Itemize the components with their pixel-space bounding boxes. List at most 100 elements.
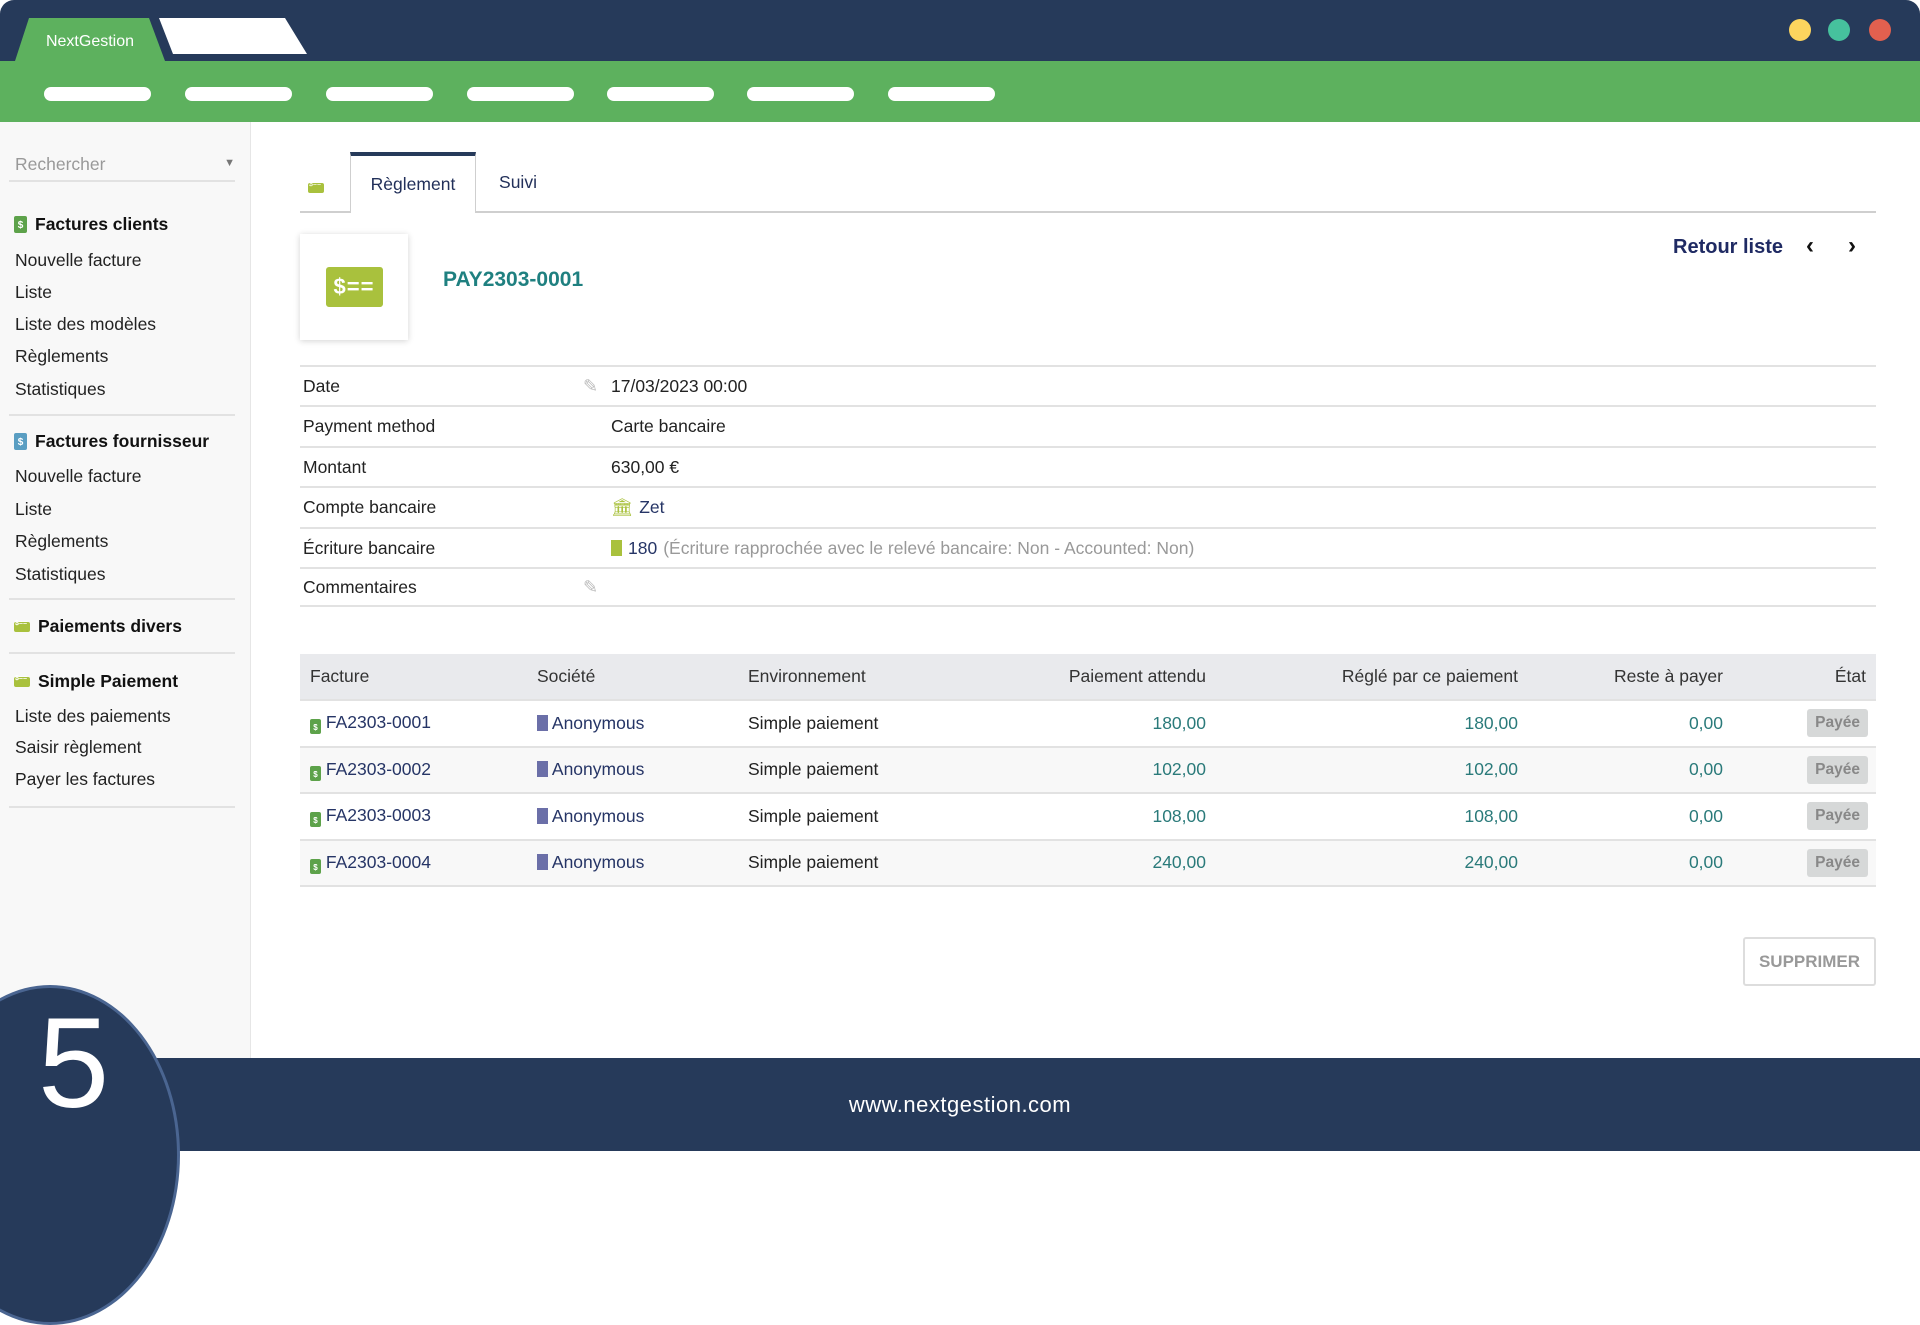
col-etat[interactable]: État: [1733, 654, 1876, 700]
footer-url: www.nextgestion.com: [848, 1091, 1072, 1117]
bank-entry-link[interactable]: 180: [628, 537, 658, 558]
cell-environnement: Simple paiement: [738, 838, 958, 887]
divider: [9, 806, 235, 808]
col-facture[interactable]: Facture: [300, 654, 527, 700]
cell-etat: Payée: [1733, 699, 1876, 747]
nav-item[interactable]: [747, 87, 854, 101]
col-regle[interactable]: Réglé par ce paiement: [1216, 654, 1528, 700]
detail-row-commentaires: Commentaires ✎: [300, 567, 1876, 607]
status-badge: Payée: [1807, 802, 1868, 831]
company-link[interactable]: Anonymous: [551, 712, 645, 733]
sidebar-heading-paiements-divers[interactable]: Paiements divers: [14, 616, 182, 637]
invoice-link[interactable]: FA2303-0003: [325, 805, 431, 826]
chevron-down-icon[interactable]: ▼: [224, 157, 235, 169]
col-environnement[interactable]: Environnement: [738, 654, 958, 700]
previous-icon[interactable]: ‹: [1806, 232, 1814, 259]
invoice-link[interactable]: FA2303-0004: [325, 851, 431, 872]
cell-reste: 0,00: [1528, 838, 1733, 887]
tab-reglement[interactable]: Règlement: [350, 152, 476, 213]
sidebar-item[interactable]: Statistiques: [15, 564, 106, 584]
building-icon: [537, 854, 548, 871]
nav-item[interactable]: [888, 87, 995, 101]
bank-icon: 🏛: [611, 496, 634, 517]
nav-bar: [0, 61, 1920, 122]
detail-row-date: Date ✎ 17/03/2023 00:00: [300, 365, 1876, 405]
close-dot[interactable]: [1869, 19, 1891, 41]
nav-item[interactable]: [185, 87, 292, 101]
building-icon: [537, 714, 548, 731]
nav-item[interactable]: [326, 87, 433, 101]
sidebar-heading-simple-paiement[interactable]: Simple Paiement: [14, 671, 178, 692]
col-societe[interactable]: Société: [527, 654, 738, 700]
cell-regle: 180,00: [1216, 699, 1528, 747]
company-link[interactable]: Anonymous: [551, 852, 645, 873]
next-icon[interactable]: ›: [1848, 232, 1856, 259]
sidebar-heading-factures-fournisseur[interactable]: $ Factures fournisseur: [14, 431, 209, 452]
search-placeholder: Rechercher: [15, 154, 106, 174]
table-row: $ FA2303-0001 Anonymous Simple paiement …: [300, 699, 1876, 747]
col-reste[interactable]: Reste à payer: [1528, 654, 1733, 700]
heading-label: Factures fournisseur: [35, 431, 210, 451]
detail-label: Écriture bancaire: [303, 537, 436, 558]
detail-row-ecriture: Écriture bancaire 180 (Écriture rapproché…: [300, 527, 1876, 567]
sidebar-item[interactable]: Payer les factures: [15, 769, 156, 789]
invoice-icon: $: [310, 812, 321, 828]
nav-item[interactable]: [607, 87, 714, 101]
cell-etat: Payée: [1733, 838, 1876, 887]
detail-value: Carte bancaire: [611, 415, 726, 436]
heading-label: Paiements divers: [38, 616, 182, 636]
invoice-link[interactable]: FA2303-0001: [325, 712, 431, 733]
company-link[interactable]: Anonymous: [551, 759, 645, 780]
footer: www.nextgestion.com: [0, 1058, 1920, 1151]
receipt-icon: [611, 540, 622, 556]
tab-suivi[interactable]: Suivi: [499, 171, 537, 192]
sidebar-item[interactable]: Saisir règlement: [15, 737, 142, 757]
payment-ref: PAY2303-0001: [443, 268, 584, 291]
sidebar-item[interactable]: Liste des modèles: [15, 314, 157, 334]
pencil-icon[interactable]: ✎: [583, 576, 599, 597]
cell-reste: 0,00: [1528, 745, 1733, 793]
nav-item[interactable]: [467, 87, 574, 101]
sidebar-item[interactable]: Règlements: [15, 531, 109, 551]
maximize-dot[interactable]: [1828, 19, 1850, 41]
sidebar-item[interactable]: Nouvelle facture: [15, 250, 142, 270]
cell-etat: Payée: [1733, 792, 1876, 840]
col-paiement-attendu[interactable]: Paiement attendu: [958, 654, 1216, 700]
cell-facture: $ FA2303-0001: [300, 699, 527, 747]
sidebar-heading-factures-clients[interactable]: $ Factures clients: [14, 214, 168, 235]
company-link[interactable]: Anonymous: [551, 805, 645, 826]
new-tab[interactable]: [159, 18, 307, 54]
window-titlebar: [0, 0, 1920, 61]
detail-row-compte: Compte bancaire 🏛 Zet: [300, 486, 1876, 526]
sidebar-item[interactable]: Liste: [15, 282, 52, 302]
sidebar-item[interactable]: Statistiques: [15, 379, 106, 399]
cell-environnement: Simple paiement: [738, 699, 958, 747]
cell-reste: 0,00: [1528, 792, 1733, 840]
sidebar-item[interactable]: Liste: [15, 499, 52, 519]
cell-reste: 0,00: [1528, 699, 1733, 747]
invoice-icon: $: [310, 765, 321, 781]
delete-button[interactable]: SUPPRIMER: [1743, 937, 1876, 986]
cell-paiement-attendu: 108,00: [958, 792, 1216, 840]
back-to-list-link[interactable]: Retour liste: [1673, 236, 1784, 258]
sidebar-item[interactable]: Règlements: [15, 346, 109, 366]
minimize-dot[interactable]: [1789, 19, 1811, 41]
sidebar-item[interactable]: Liste des paiements: [15, 706, 171, 726]
invoice-link[interactable]: FA2303-0002: [325, 758, 431, 779]
app-tab[interactable]: NextGestion: [15, 18, 165, 61]
cell-etat: Payée: [1733, 745, 1876, 793]
search-input[interactable]: Rechercher ▼: [15, 154, 235, 175]
detail-label: Compte bancaire: [303, 496, 437, 517]
cell-paiement-attendu: 240,00: [958, 838, 1216, 887]
pencil-icon[interactable]: ✎: [583, 375, 599, 396]
invoice-icon: $: [14, 216, 27, 233]
heading-label: Simple Paiement: [38, 671, 179, 691]
sidebar-item[interactable]: Nouvelle facture: [15, 466, 142, 486]
detail-label: Commentaires: [303, 576, 417, 597]
bank-account-link[interactable]: Zet: [639, 496, 665, 517]
divider: [9, 652, 235, 654]
nav-item[interactable]: [44, 87, 151, 101]
divider: [9, 598, 235, 600]
invoice-icon: $: [14, 433, 27, 450]
payment-icon: $==: [325, 267, 383, 307]
